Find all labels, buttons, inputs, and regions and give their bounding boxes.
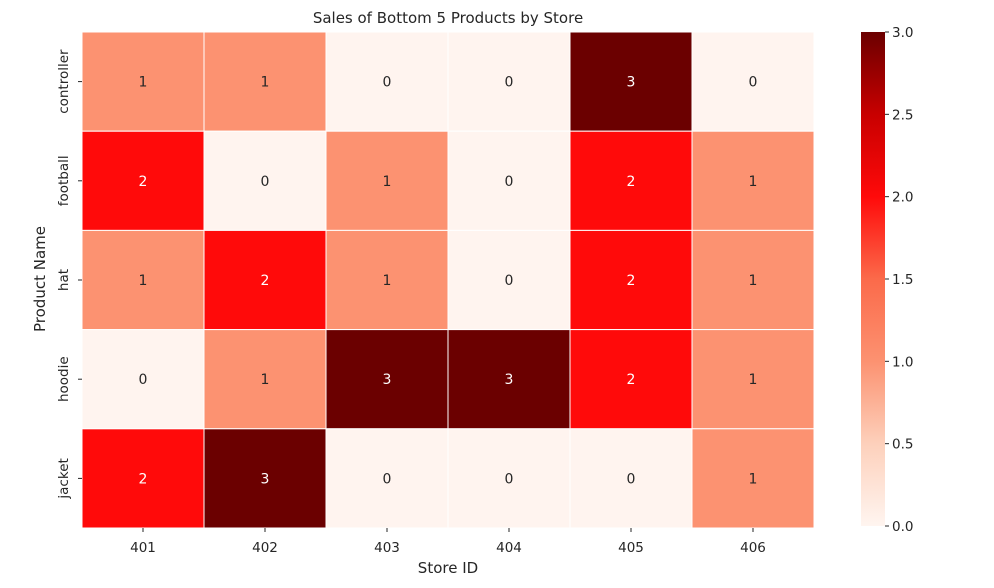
- cell-value-label: 3: [505, 372, 514, 388]
- cell-value-label: 0: [749, 75, 758, 91]
- cell-value-label: 0: [383, 75, 392, 91]
- cell-value-label: 0: [505, 273, 514, 289]
- colorbar-tick-label: 0.5: [892, 437, 913, 453]
- cell-value-label: 1: [139, 273, 148, 289]
- heatmap-cell: [691, 130, 815, 231]
- x-tick-label: 406: [740, 540, 766, 556]
- y-tick-label: football: [56, 155, 72, 206]
- cell-value-label: 3: [627, 75, 636, 91]
- heatmap-cell: [569, 428, 693, 529]
- heatmap-cells: 1 1 0 0 3 0 2 0 1 0 2 1 1 2 1 0 2 1 0 1 3 3 2 1 2 3 0 0 0 1: [81, 31, 815, 529]
- cell-value-label: 0: [505, 471, 514, 487]
- y-tick-label: hoodie: [56, 356, 72, 402]
- heatmap-cell: [569, 329, 693, 430]
- x-tick-label: 405: [618, 540, 644, 556]
- cell-value-label: 1: [261, 75, 270, 91]
- x-axis-ticks: 401 402 403 404 405 406: [130, 528, 766, 556]
- colorbar-tick-label: 3.0: [892, 25, 913, 41]
- heatmap-cell: [81, 229, 205, 331]
- heatmap-cell: [81, 428, 205, 529]
- cell-value-label: 2: [139, 174, 148, 190]
- chart-title: Sales of Bottom 5 Products by Store: [313, 9, 583, 27]
- cell-value-label: 1: [749, 174, 758, 190]
- heatmap-cell: [691, 329, 815, 430]
- heatmap-cell: [203, 31, 327, 132]
- heatmap-cell: [569, 229, 693, 331]
- x-tick-label: 401: [130, 540, 156, 556]
- y-tick-label: controller: [56, 49, 72, 114]
- cell-value-label: 0: [383, 471, 392, 487]
- heatmap-cell: [447, 229, 571, 331]
- cell-value-label: 0: [505, 174, 514, 190]
- cell-value-label: 1: [749, 273, 758, 289]
- heatmap-cell: [203, 329, 327, 430]
- heatmap-cell: [81, 329, 205, 430]
- cell-value-label: 1: [383, 174, 392, 190]
- cell-value-label: 2: [627, 372, 636, 388]
- heatmap-cell: [325, 229, 449, 331]
- heatmap-cell: [325, 31, 449, 132]
- cell-value-label: 0: [505, 75, 514, 91]
- x-tick-label: 404: [496, 540, 522, 556]
- heatmap-cell: [569, 31, 693, 132]
- cell-value-label: 0: [261, 174, 270, 190]
- colorbar-tick-label: 2.5: [892, 107, 913, 123]
- y-axis-ticks: controller football hat hoodie jacket: [56, 49, 82, 500]
- cell-value-label: 3: [261, 471, 270, 487]
- cell-value-label: 1: [261, 372, 270, 388]
- heatmap-cell: [203, 229, 327, 331]
- y-axis-label: Product Name: [31, 226, 49, 332]
- colorbar-tick-label: 0.0: [892, 519, 913, 535]
- colorbar-ticks: 0.0 0.5 1.0 1.5 2.0 2.5 3.0: [885, 25, 913, 535]
- colorbar: [861, 32, 885, 526]
- heatmap-cell: [447, 130, 571, 231]
- heatmap-cell: [447, 428, 571, 529]
- colorbar-tick-label: 2.0: [892, 190, 913, 206]
- heatmap-cell: [81, 31, 205, 132]
- cell-value-label: 0: [139, 372, 148, 388]
- heatmap-cell: [691, 428, 815, 529]
- cell-value-label: 3: [383, 372, 392, 388]
- heatmap-cell: [203, 130, 327, 231]
- colorbar-tick-label: 1.0: [892, 354, 913, 370]
- cell-value-label: 1: [749, 471, 758, 487]
- cell-value-label: 2: [627, 174, 636, 190]
- x-tick-label: 402: [252, 540, 278, 556]
- heatmap-cell: [325, 428, 449, 529]
- x-axis-label: Store ID: [418, 559, 478, 577]
- y-tick-label: hat: [56, 269, 72, 291]
- heatmap-cell: [325, 329, 449, 430]
- heatmap-cell: [447, 329, 571, 430]
- heatmap-cell: [691, 229, 815, 331]
- cell-value-label: 0: [627, 471, 636, 487]
- cell-value-label: 1: [383, 273, 392, 289]
- heatmap-cell: [447, 31, 571, 132]
- cell-value-label: 2: [627, 273, 636, 289]
- cell-value-label: 2: [139, 471, 148, 487]
- colorbar-tick-label: 1.5: [892, 272, 913, 288]
- cell-value-label: 1: [749, 372, 758, 388]
- x-tick-label: 403: [374, 540, 400, 556]
- y-tick-label: jacket: [56, 458, 72, 499]
- heatmap-cell: [691, 31, 815, 132]
- cell-value-label: 1: [139, 75, 148, 91]
- cell-value-label: 2: [261, 273, 270, 289]
